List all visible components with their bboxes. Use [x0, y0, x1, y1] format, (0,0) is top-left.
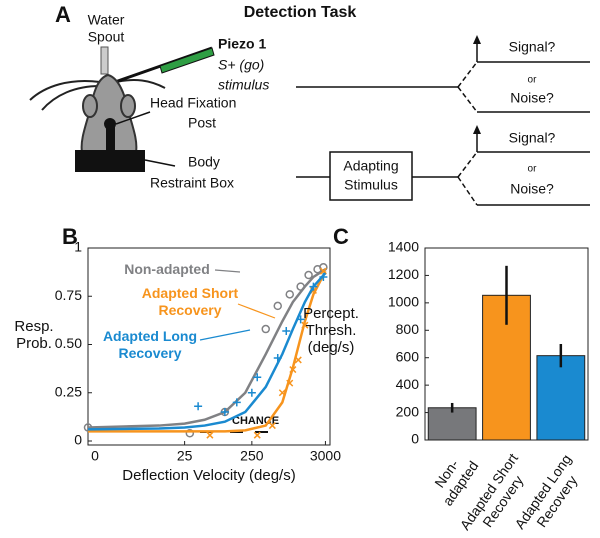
y-tick-label: 0.25 — [55, 383, 82, 399]
label: S+ (go) — [218, 57, 264, 73]
leader-line — [199, 329, 251, 341]
point — [296, 282, 305, 291]
y-tick-label: 1400 — [388, 239, 419, 255]
restraint-box — [75, 150, 145, 172]
point — [278, 389, 286, 397]
leader-line — [115, 111, 151, 125]
point — [301, 321, 309, 329]
fit-line — [87, 272, 327, 431]
point — [304, 270, 313, 280]
point — [206, 431, 214, 439]
legend-label: Adapted Long Recovery — [102, 328, 198, 361]
point — [268, 422, 276, 430]
bar — [536, 355, 586, 441]
flow-branch — [457, 151, 478, 178]
point — [285, 290, 295, 299]
x-tick-label: 3000 — [310, 448, 341, 464]
y-tick-label: 800 — [396, 321, 420, 337]
point — [286, 379, 294, 387]
flow-branch — [457, 61, 478, 88]
panel-label: C — [333, 224, 349, 249]
point — [282, 326, 291, 335]
flow-branch — [457, 86, 478, 113]
arrow-head — [473, 35, 481, 44]
point — [253, 431, 261, 439]
point — [296, 315, 305, 324]
label: stimulus — [218, 77, 269, 93]
y-tick-label: 0.50 — [55, 335, 82, 351]
label: Adapting — [343, 158, 398, 174]
x-axis-label: Deflection Velocity (deg/s) — [122, 467, 295, 484]
point — [319, 272, 328, 281]
leader-line — [144, 159, 176, 167]
task-flow — [296, 42, 590, 206]
legend-label: Adapted Short Recovery — [141, 285, 239, 318]
point — [289, 366, 297, 374]
y-tick-label: 1 — [74, 239, 82, 255]
legend-label: Non-adapted — [124, 261, 210, 277]
fit-line — [88, 270, 327, 433]
point — [232, 398, 241, 407]
whisker — [41, 85, 101, 111]
label: Noise? — [510, 90, 554, 106]
label: Noise? — [510, 181, 554, 197]
point — [185, 429, 195, 438]
point — [247, 388, 256, 397]
y-tick-label: 600 — [396, 348, 420, 364]
flow-branch — [457, 176, 478, 206]
point — [220, 408, 229, 417]
y-tick-label: 200 — [396, 403, 420, 419]
leader-line — [214, 269, 241, 273]
y-axis-label: Resp. Prob. — [14, 318, 54, 352]
point — [294, 356, 302, 364]
adapting-box — [329, 151, 413, 201]
label: Piezo 1 — [218, 36, 266, 52]
label: Stimulus — [344, 177, 398, 193]
x-tick-label: 0 — [91, 448, 99, 464]
label: Head Fixation — [150, 95, 236, 111]
label: Spout — [88, 29, 125, 45]
panel-label: B — [62, 224, 78, 249]
point — [253, 373, 262, 382]
fit-line — [87, 268, 327, 429]
label: Body — [188, 154, 220, 170]
head-post — [104, 118, 116, 130]
point — [273, 354, 282, 363]
y-tick-label: 0 — [74, 432, 82, 448]
x-tick-label: 25 — [177, 448, 193, 464]
y-tick-label: 1000 — [388, 294, 419, 310]
mouse-ear — [82, 94, 98, 118]
point — [261, 324, 270, 334]
mouse-ear — [120, 94, 136, 118]
label: Restraint Box — [150, 175, 234, 191]
whisker — [29, 80, 101, 101]
label: Post — [188, 115, 216, 131]
label: or — [528, 164, 538, 175]
diagram-title: Detection Task — [244, 4, 357, 21]
label: Water — [88, 12, 125, 28]
bar — [427, 407, 477, 441]
plot-frame — [87, 247, 331, 446]
y-tick-label: 0.75 — [55, 287, 82, 303]
head-post — [106, 122, 115, 152]
y-tick-label: 1200 — [388, 266, 419, 282]
label: Signal? — [509, 130, 556, 146]
arrow-head — [473, 125, 481, 134]
point — [273, 301, 282, 311]
whisker — [115, 79, 166, 89]
point — [309, 282, 318, 291]
piezo — [159, 47, 215, 74]
y-axis-label: Percept. Thresh. (deg/s) — [303, 305, 359, 356]
point — [194, 402, 203, 411]
y-tick-label: 400 — [396, 376, 420, 392]
water-spout — [100, 46, 109, 75]
label: Signal? — [509, 39, 556, 55]
y-tick-label: 0 — [411, 431, 419, 447]
panel-label: A — [55, 2, 71, 27]
label: or — [528, 75, 538, 86]
leader-line — [237, 303, 276, 319]
x-tick-label: 250 — [240, 448, 264, 464]
